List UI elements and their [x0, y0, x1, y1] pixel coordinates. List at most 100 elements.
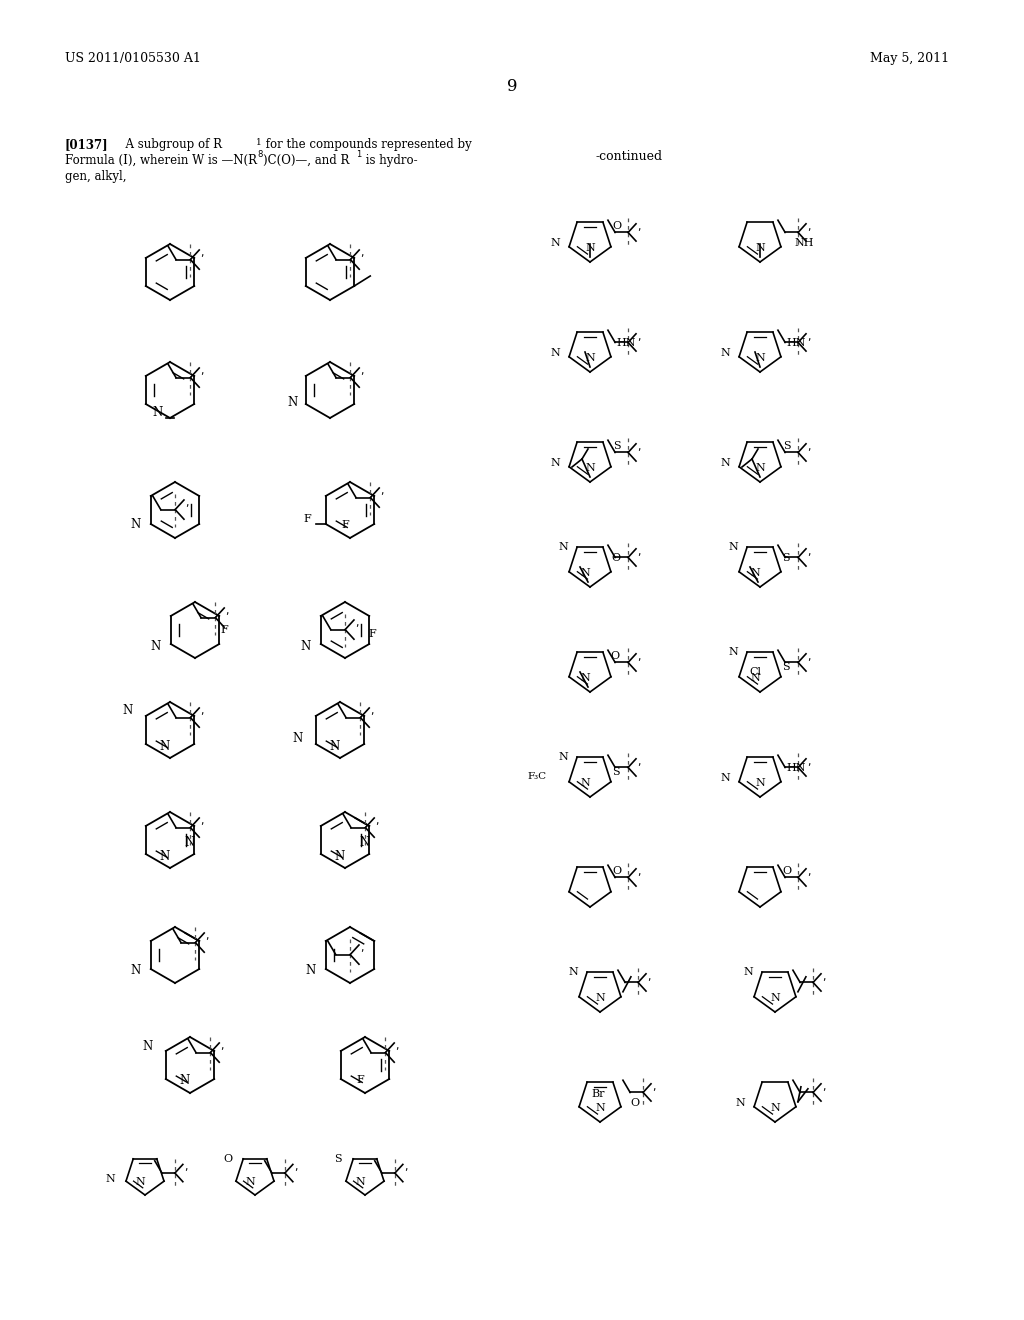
- Text: N: N: [131, 517, 141, 531]
- Text: N: N: [720, 347, 730, 358]
- Text: 1: 1: [256, 139, 262, 147]
- Text: N: N: [755, 243, 765, 253]
- Text: O: O: [612, 866, 622, 876]
- Text: [0137]: [0137]: [65, 139, 109, 150]
- Text: ,: ,: [185, 498, 188, 508]
- Text: N: N: [770, 993, 780, 1003]
- Text: N: N: [105, 1175, 115, 1184]
- Text: May 5, 2011: May 5, 2011: [870, 51, 949, 65]
- Text: 9: 9: [507, 78, 517, 95]
- Text: ,: ,: [360, 942, 364, 953]
- Text: 8: 8: [257, 150, 262, 158]
- Text: ,: ,: [360, 248, 364, 257]
- Text: 1: 1: [356, 150, 361, 158]
- Text: ,: ,: [807, 442, 811, 451]
- Text: gen, alkyl,: gen, alkyl,: [65, 170, 127, 183]
- Text: ,: ,: [807, 867, 811, 876]
- Text: ,: ,: [294, 1163, 297, 1172]
- Text: N: N: [288, 396, 298, 408]
- Text: N: N: [550, 347, 560, 358]
- Text: N: N: [751, 568, 760, 578]
- Text: O: O: [782, 866, 792, 876]
- Text: N: N: [550, 238, 560, 248]
- Text: ,: ,: [184, 1163, 187, 1172]
- Text: N: N: [151, 639, 161, 652]
- Text: for the compounds represented by: for the compounds represented by: [262, 139, 472, 150]
- Text: HN: HN: [786, 338, 806, 347]
- Text: N: N: [743, 968, 753, 977]
- Text: ,: ,: [807, 222, 811, 232]
- Text: ,: ,: [637, 222, 640, 232]
- Text: ,: ,: [403, 1163, 408, 1172]
- Text: Br: Br: [591, 1089, 605, 1100]
- Text: NH: NH: [795, 238, 814, 248]
- Text: O: O: [610, 651, 620, 661]
- Text: F: F: [369, 630, 376, 639]
- Text: ,: ,: [637, 442, 640, 451]
- Text: S: S: [783, 441, 791, 451]
- Text: S: S: [613, 441, 621, 451]
- Text: S: S: [782, 553, 790, 562]
- Text: Cl: Cl: [749, 667, 761, 677]
- Text: ,: ,: [807, 331, 811, 342]
- Text: is hydro-: is hydro-: [362, 154, 418, 168]
- Text: ,: ,: [822, 1082, 825, 1092]
- Text: F₃C: F₃C: [528, 772, 547, 781]
- Text: N: N: [160, 850, 170, 862]
- Text: S: S: [335, 1154, 342, 1164]
- Text: N: N: [728, 543, 738, 552]
- Text: ,: ,: [822, 972, 825, 982]
- Text: ,: ,: [637, 756, 640, 767]
- Text: N: N: [550, 458, 560, 467]
- Text: O: O: [631, 1098, 639, 1107]
- Text: N: N: [595, 1104, 605, 1113]
- Text: N: N: [335, 850, 345, 862]
- Text: N: N: [305, 965, 315, 978]
- Text: S: S: [782, 661, 790, 672]
- Text: F: F: [220, 624, 228, 635]
- Text: N: N: [581, 673, 590, 682]
- Text: ,: ,: [652, 1082, 655, 1092]
- Text: N: N: [131, 965, 141, 978]
- Text: N: N: [720, 772, 730, 783]
- Text: N: N: [301, 639, 311, 652]
- Text: F: F: [341, 520, 349, 531]
- Text: N: N: [160, 739, 170, 752]
- Text: N: N: [359, 836, 370, 849]
- Text: N: N: [330, 739, 340, 752]
- Text: O: O: [223, 1154, 232, 1164]
- Text: N: N: [751, 673, 760, 682]
- Text: N: N: [581, 568, 590, 578]
- Text: ,: ,: [375, 816, 379, 826]
- Text: N: N: [558, 752, 568, 762]
- Text: ,: ,: [205, 931, 209, 941]
- Text: F: F: [356, 1074, 364, 1085]
- Text: N: N: [720, 458, 730, 467]
- Text: ,: ,: [807, 546, 811, 557]
- Text: N: N: [355, 1177, 365, 1187]
- Text: N: N: [585, 243, 595, 253]
- Text: ,: ,: [201, 248, 204, 257]
- Text: N: N: [755, 777, 765, 788]
- Text: ,: ,: [355, 618, 358, 628]
- Text: N: N: [135, 1177, 144, 1187]
- Text: ,: ,: [807, 756, 811, 767]
- Text: N: N: [180, 1074, 190, 1088]
- Text: ,: ,: [637, 546, 640, 557]
- Text: F: F: [304, 513, 311, 524]
- Text: -continued: -continued: [595, 150, 663, 162]
- Text: N: N: [585, 352, 595, 363]
- Text: ,: ,: [201, 706, 204, 715]
- Text: N: N: [595, 993, 605, 1003]
- Text: N: N: [568, 968, 578, 977]
- Text: A subgroup of R: A subgroup of R: [118, 139, 222, 150]
- Text: ,: ,: [637, 867, 640, 876]
- Text: ,: ,: [807, 652, 811, 661]
- Text: N: N: [293, 733, 303, 746]
- Text: O: O: [612, 222, 622, 231]
- Text: ,: ,: [647, 972, 650, 982]
- Text: N: N: [184, 836, 195, 849]
- Text: N: N: [245, 1177, 255, 1187]
- Text: ,: ,: [201, 816, 204, 826]
- Text: N: N: [153, 407, 163, 420]
